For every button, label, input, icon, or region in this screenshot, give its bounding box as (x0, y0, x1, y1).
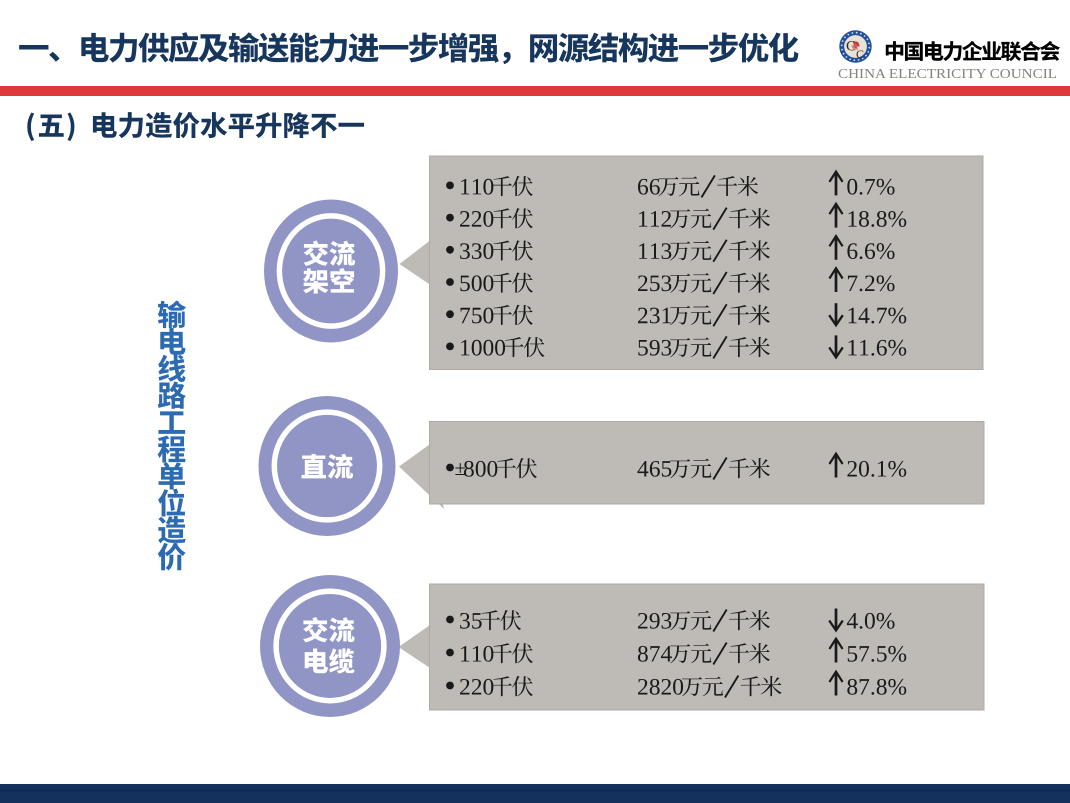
svg-text:C: C (856, 47, 864, 61)
svg-text:CHINA ELECTRICITY COUNCIL: CHINA ELECTRICITY COUNCIL (838, 67, 1057, 82)
svg-text:C: C (846, 39, 856, 55)
